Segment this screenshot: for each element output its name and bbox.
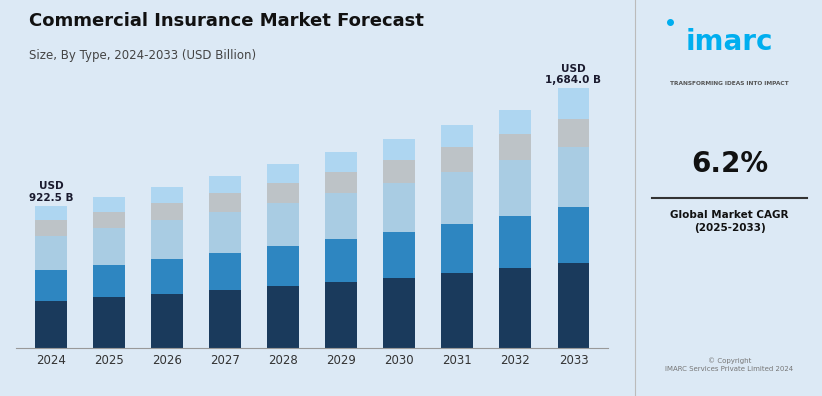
Bar — [210, 290, 242, 348]
Bar — [35, 206, 67, 220]
Bar — [557, 119, 589, 147]
Bar — [267, 246, 299, 286]
Bar — [500, 160, 531, 216]
Bar — [326, 282, 358, 348]
Text: Commercial Insurance Market Forecast: Commercial Insurance Market Forecast — [29, 12, 423, 30]
Bar — [383, 278, 415, 348]
Bar — [441, 224, 473, 273]
Bar — [500, 268, 531, 348]
Bar — [151, 293, 183, 348]
Text: TRANSFORMING IDEAS INTO IMPACT: TRANSFORMING IDEAS INTO IMPACT — [670, 81, 789, 86]
Bar — [151, 220, 183, 259]
Bar — [267, 203, 299, 246]
Bar — [557, 207, 589, 263]
Bar — [383, 139, 415, 160]
Bar — [383, 183, 415, 232]
Bar — [94, 265, 125, 297]
Text: Global Market CAGR
(2025-2033): Global Market CAGR (2025-2033) — [670, 210, 789, 233]
Bar — [267, 183, 299, 203]
Bar — [267, 286, 299, 348]
Bar — [151, 203, 183, 220]
Bar — [326, 193, 358, 240]
Bar — [441, 125, 473, 147]
Bar — [210, 253, 242, 290]
Text: USD
1,684.0 B: USD 1,684.0 B — [546, 64, 602, 85]
Bar — [500, 110, 531, 134]
Legend: Liability Insurance, Commercial Motor Insurance, Commercial Property Insurance, : Liability Insurance, Commercial Motor In… — [0, 395, 570, 396]
Bar — [94, 197, 125, 212]
Bar — [151, 259, 183, 293]
Bar — [441, 147, 473, 171]
Text: © Copyright
IMARC Services Private Limited 2024: © Copyright IMARC Services Private Limit… — [666, 358, 793, 372]
Bar — [35, 220, 67, 236]
Bar — [151, 187, 183, 203]
Bar — [210, 193, 242, 211]
Bar — [210, 211, 242, 253]
Text: USD
922.5 B: USD 922.5 B — [29, 181, 73, 203]
Bar — [35, 236, 67, 270]
Text: 6.2%: 6.2% — [691, 150, 768, 179]
Bar — [383, 232, 415, 278]
Bar — [441, 171, 473, 224]
Bar — [94, 212, 125, 228]
Bar — [267, 164, 299, 183]
Bar — [35, 270, 67, 301]
Bar — [557, 147, 589, 207]
Bar — [500, 216, 531, 268]
Bar — [441, 273, 473, 348]
Text: imarc: imarc — [686, 28, 774, 56]
Bar — [326, 152, 358, 172]
Text: Size, By Type, 2024-2033 (USD Billion): Size, By Type, 2024-2033 (USD Billion) — [29, 50, 256, 63]
Bar — [35, 301, 67, 348]
Bar — [557, 263, 589, 348]
Bar — [383, 160, 415, 183]
Bar — [210, 176, 242, 193]
Bar — [326, 172, 358, 193]
Bar — [557, 88, 589, 119]
Bar — [500, 134, 531, 160]
Bar — [94, 297, 125, 348]
Bar — [326, 240, 358, 282]
Bar — [94, 228, 125, 265]
